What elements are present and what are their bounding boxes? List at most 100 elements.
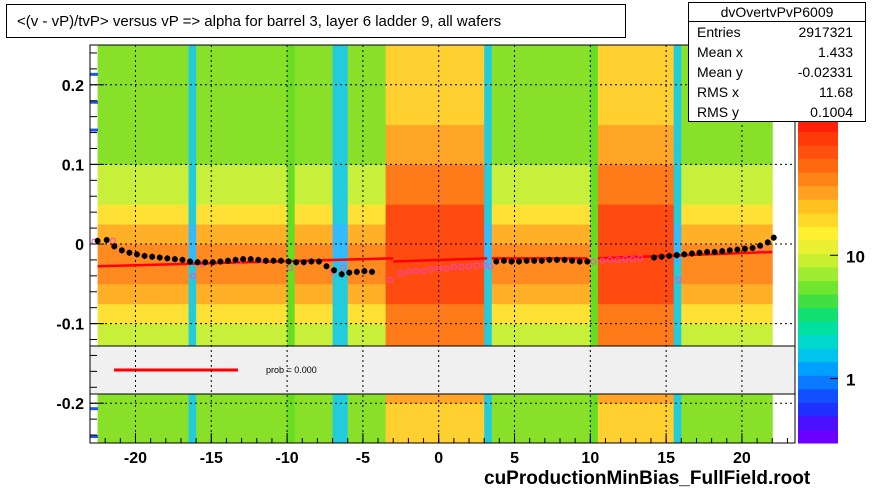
heatmap-cell: [249, 124, 258, 145]
heatmap-cell: [620, 224, 629, 245]
heatmap-cell: [499, 423, 508, 444]
heatmap-cell: [97, 84, 106, 106]
heatmap-cell: [529, 303, 538, 325]
heatmap-cell: [408, 45, 417, 66]
heatmap-cell: [226, 45, 235, 66]
heatmap-cell: [241, 403, 250, 424]
heatmap-cell: [658, 403, 667, 424]
heatmap-cell: [560, 104, 569, 126]
heatmap-cell: [499, 283, 508, 305]
heatmap-cell: [241, 303, 250, 325]
alt-point: [473, 262, 480, 269]
heatmap-cell: [203, 244, 212, 265]
profile-point: [734, 246, 741, 253]
heatmap-cell: [590, 184, 599, 205]
heatmap-cell: [302, 104, 311, 126]
alt-point: [465, 263, 473, 270]
heatmap-cell: [681, 204, 690, 225]
x-tick-label: 5: [510, 450, 519, 467]
heatmap-cell: [385, 263, 394, 285]
heatmap-cell: [431, 204, 440, 225]
heatmap-cell: [150, 164, 159, 185]
heatmap-cell: [241, 323, 250, 344]
profile-point: [353, 268, 360, 275]
profile-point: [94, 237, 101, 244]
heatmap-cell: [97, 323, 106, 344]
heatmap-cell: [726, 224, 735, 245]
heatmap-cell: [120, 423, 129, 444]
heatmap-cell: [370, 184, 379, 205]
heatmap-cell: [453, 144, 462, 165]
heatmap-cell: [726, 423, 735, 444]
heatmap-cell: [597, 244, 606, 265]
heatmap-cell: [120, 303, 129, 325]
heatmap-cell: [681, 124, 690, 145]
heatmap-cell: [362, 104, 371, 126]
heatmap-cell: [378, 403, 387, 424]
heatmap-cell: [453, 184, 462, 205]
heatmap-cell: [544, 423, 553, 444]
heatmap-cell: [165, 423, 174, 444]
heatmap-cell: [135, 124, 144, 145]
heatmap-cell: [135, 224, 144, 245]
heatmap-cell: [469, 323, 478, 344]
heatmap-cell: [613, 244, 622, 265]
heatmap-cell: [529, 224, 538, 245]
heatmap-cell: [590, 323, 599, 344]
heatmap-cell: [658, 263, 667, 285]
heatmap-cell: [158, 423, 167, 444]
heatmap-cell: [173, 64, 182, 86]
heatmap-cell: [173, 303, 182, 325]
heatmap-cell: [264, 45, 273, 66]
heatmap-cell: [234, 184, 243, 205]
heatmap-cell: [522, 144, 531, 165]
heatmap-cell: [279, 144, 288, 165]
heatmap-cell: [628, 64, 637, 86]
profile-point: [171, 256, 178, 263]
heatmap-cell: [362, 263, 371, 285]
heatmap-cell: [203, 204, 212, 225]
heatmap-cell: [673, 184, 682, 205]
heatmap-cell: [355, 144, 364, 165]
heatmap-cell: [491, 124, 500, 145]
heatmap-cell: [135, 204, 144, 225]
heatmap-cell: [332, 184, 341, 205]
profile-point: [111, 243, 118, 250]
heatmap-cell: [529, 164, 538, 185]
heatmap-cell: [423, 244, 432, 265]
y-tick-label: 0.2: [62, 78, 84, 95]
heatmap-cell: [97, 244, 106, 265]
heatmap-cell: [408, 64, 417, 86]
heatmap-cell: [127, 164, 136, 185]
heatmap-cell: [294, 144, 303, 165]
heatmap-cell: [529, 423, 538, 444]
heatmap-cell: [461, 403, 470, 424]
heatmap-cell: [461, 323, 470, 344]
heatmap-cell: [302, 283, 311, 305]
heatmap-cell: [499, 104, 508, 126]
heatmap-cell: [294, 204, 303, 225]
heatmap-cell: [135, 104, 144, 126]
heatmap-cell: [537, 144, 546, 165]
heatmap-cell: [150, 45, 159, 66]
heatmap-cell: [597, 403, 606, 424]
heatmap-cell: [522, 244, 531, 265]
heatmap-cell: [764, 164, 773, 185]
heatmap-cell: [332, 64, 341, 86]
heatmap-cell: [749, 423, 758, 444]
heatmap-cell: [180, 303, 190, 325]
heatmap-cell: [309, 244, 318, 265]
heatmap-cell: [643, 303, 652, 325]
heatmap-cell: [196, 204, 205, 225]
heatmap-cell: [764, 184, 773, 205]
heatmap-cell: [188, 323, 197, 344]
heatmap-cell: [590, 164, 599, 185]
heatmap-cell: [658, 64, 667, 86]
heatmap-cell: [757, 283, 766, 305]
heatmap-cell: [590, 84, 599, 106]
heatmap-cell: [597, 283, 606, 305]
heatmap-cell: [256, 164, 265, 185]
heatmap-cell: [506, 263, 516, 285]
heatmap-cell: [325, 204, 334, 225]
heatmap-cell: [453, 104, 462, 126]
